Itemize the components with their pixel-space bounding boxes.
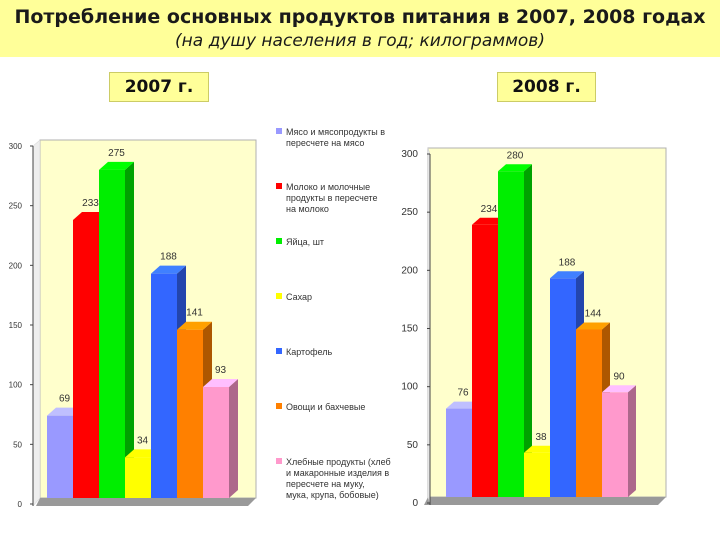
- bar: [151, 273, 177, 498]
- bar: [47, 415, 73, 498]
- bar: [446, 408, 472, 497]
- legend-label: Сахар: [286, 292, 312, 302]
- bar-top: [99, 161, 134, 170]
- data-label: 188: [160, 252, 177, 263]
- data-label: 90: [613, 371, 625, 382]
- legend-label: Картофель: [286, 347, 332, 357]
- bar: [602, 392, 628, 497]
- bar: [472, 224, 498, 497]
- page-title: Потребление основных продуктов питания в…: [14, 6, 706, 28]
- data-label: 144: [585, 308, 602, 319]
- chart-0: 0 50 100 150 200 250 300 69 233 275 34 188 141 93: [9, 139, 257, 509]
- bar-side: [229, 379, 238, 498]
- plot-floor: [424, 497, 666, 505]
- y-tick-label: 100: [9, 381, 23, 390]
- legend-swatch: [276, 403, 282, 409]
- bar: [576, 329, 602, 497]
- data-label: 93: [215, 365, 227, 376]
- data-label: 280: [507, 150, 524, 161]
- y-tick-label: 250: [401, 207, 418, 218]
- bar: [498, 171, 524, 497]
- y-tick-label: 200: [401, 265, 418, 276]
- title-banner: Потребление основных продуктов питания в…: [0, 0, 720, 57]
- legend-swatch: [276, 183, 282, 189]
- y-tick-label: 200: [9, 261, 23, 270]
- year-label-2008: 2008 г.: [497, 72, 596, 102]
- data-label: 233: [82, 198, 99, 209]
- plot-side-wall: [32, 139, 41, 507]
- legend-label: Молоко и молочные продукты в пересчете на …: [286, 182, 378, 214]
- y-tick-label: 50: [407, 440, 419, 451]
- bar-top: [524, 445, 558, 453]
- legend-swatch: [276, 458, 282, 464]
- bar-top: [177, 321, 212, 330]
- bar-top: [602, 385, 636, 393]
- data-label: 76: [457, 388, 469, 399]
- y-tick-label: 50: [13, 440, 22, 449]
- data-label: 38: [535, 432, 547, 443]
- bar: [524, 452, 550, 497]
- legend-label: Мясо и мясопродукты в пересчете на мясо: [286, 127, 385, 148]
- y-tick-label: 0: [412, 498, 418, 509]
- bar-side: [628, 385, 636, 497]
- year-label-2007: 2007 г.: [109, 72, 209, 102]
- bar-top: [550, 271, 584, 279]
- legend-swatch: [276, 348, 282, 354]
- y-tick-label: 150: [401, 324, 418, 335]
- legend-swatch: [276, 293, 282, 299]
- bar-side: [524, 164, 532, 497]
- legend-swatch: [276, 238, 282, 244]
- bar: [125, 457, 151, 498]
- data-label: 69: [59, 394, 71, 405]
- bar-top: [472, 217, 506, 225]
- legend-label: Овощи и бахчевые: [286, 402, 365, 412]
- y-tick-label: 150: [9, 321, 23, 330]
- data-label: 141: [186, 308, 203, 319]
- bar-top: [576, 322, 610, 330]
- legend: Мясо и мясопродукты в пересчете на мясо Мо…: [276, 127, 391, 500]
- y-tick-label: 300: [401, 149, 418, 160]
- plot-floor: [36, 498, 256, 506]
- bar-top: [498, 164, 532, 172]
- bar: [550, 278, 576, 497]
- page-subtitle: (на душу населения в год; килограммов): [175, 31, 545, 51]
- y-tick-label: 0: [18, 500, 23, 509]
- bar-side: [125, 161, 134, 499]
- data-label: 188: [559, 257, 576, 268]
- bar: [177, 329, 203, 498]
- bar: [73, 219, 99, 498]
- data-label: 234: [481, 204, 498, 215]
- chart-1: 0 50 100 150 200 250 300 76 234 280 38 188 144 90: [401, 147, 667, 509]
- data-label: 275: [108, 148, 125, 159]
- legend-label: Яйца, шт: [286, 237, 324, 247]
- bar: [99, 169, 125, 499]
- legend-label: Хлебные продукты (хлеб и макаронные издел…: [286, 457, 391, 500]
- bar: [203, 387, 229, 498]
- y-tick-label: 250: [9, 202, 23, 211]
- y-tick-label: 100: [401, 382, 418, 393]
- bar-top: [446, 401, 480, 409]
- data-label: 34: [137, 435, 149, 446]
- y-tick-label: 300: [9, 142, 23, 151]
- legend-swatch: [276, 128, 282, 134]
- bar-top: [151, 265, 186, 274]
- bar-top: [203, 379, 238, 388]
